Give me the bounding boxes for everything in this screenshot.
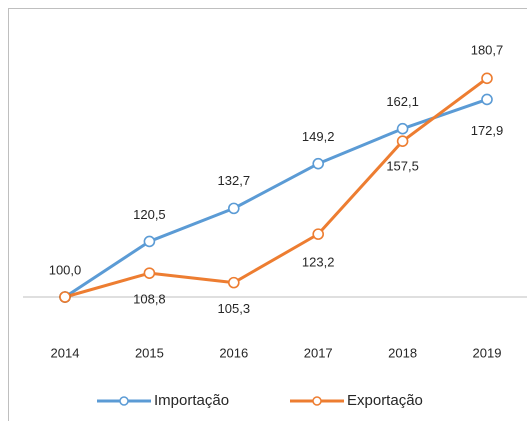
point bbox=[481, 72, 493, 85]
legend-label: Exportação bbox=[347, 392, 423, 409]
data-label: 149,2 bbox=[302, 129, 335, 144]
data-label: 108,8 bbox=[133, 292, 166, 307]
point bbox=[481, 93, 493, 106]
x-tick-label: 2015 bbox=[135, 345, 164, 360]
point bbox=[143, 267, 156, 279]
point bbox=[228, 276, 240, 289]
point bbox=[59, 291, 71, 303]
data-label: 172,9 bbox=[471, 123, 504, 138]
data-label: 100,0 bbox=[49, 262, 82, 277]
series-line bbox=[64, 77, 488, 299]
x-tick-label: 2019 bbox=[473, 345, 502, 360]
data-label: 123,2 bbox=[302, 255, 335, 270]
chart-border bbox=[8, 8, 527, 421]
data-label: 120,5 bbox=[133, 207, 166, 222]
data-label: 162,1 bbox=[386, 94, 419, 109]
x-tick-label: 2014 bbox=[51, 345, 80, 360]
series-line bbox=[64, 98, 488, 299]
point bbox=[143, 235, 156, 248]
legend-label: Importação bbox=[154, 392, 229, 409]
data-label: 180,7 bbox=[471, 43, 504, 58]
x-tick-label: 2017 bbox=[304, 345, 333, 360]
point bbox=[312, 228, 325, 240]
legend-marker bbox=[312, 396, 322, 406]
data-label: 132,7 bbox=[218, 173, 251, 188]
point bbox=[396, 135, 409, 147]
point bbox=[228, 202, 240, 215]
x-tick-label: 2018 bbox=[388, 345, 417, 360]
x-tick-label: 2016 bbox=[219, 345, 248, 360]
legend-marker bbox=[119, 396, 129, 406]
data-label: 157,5 bbox=[386, 159, 419, 174]
point bbox=[396, 122, 409, 135]
data-label: 105,3 bbox=[218, 301, 251, 316]
point bbox=[312, 157, 325, 170]
